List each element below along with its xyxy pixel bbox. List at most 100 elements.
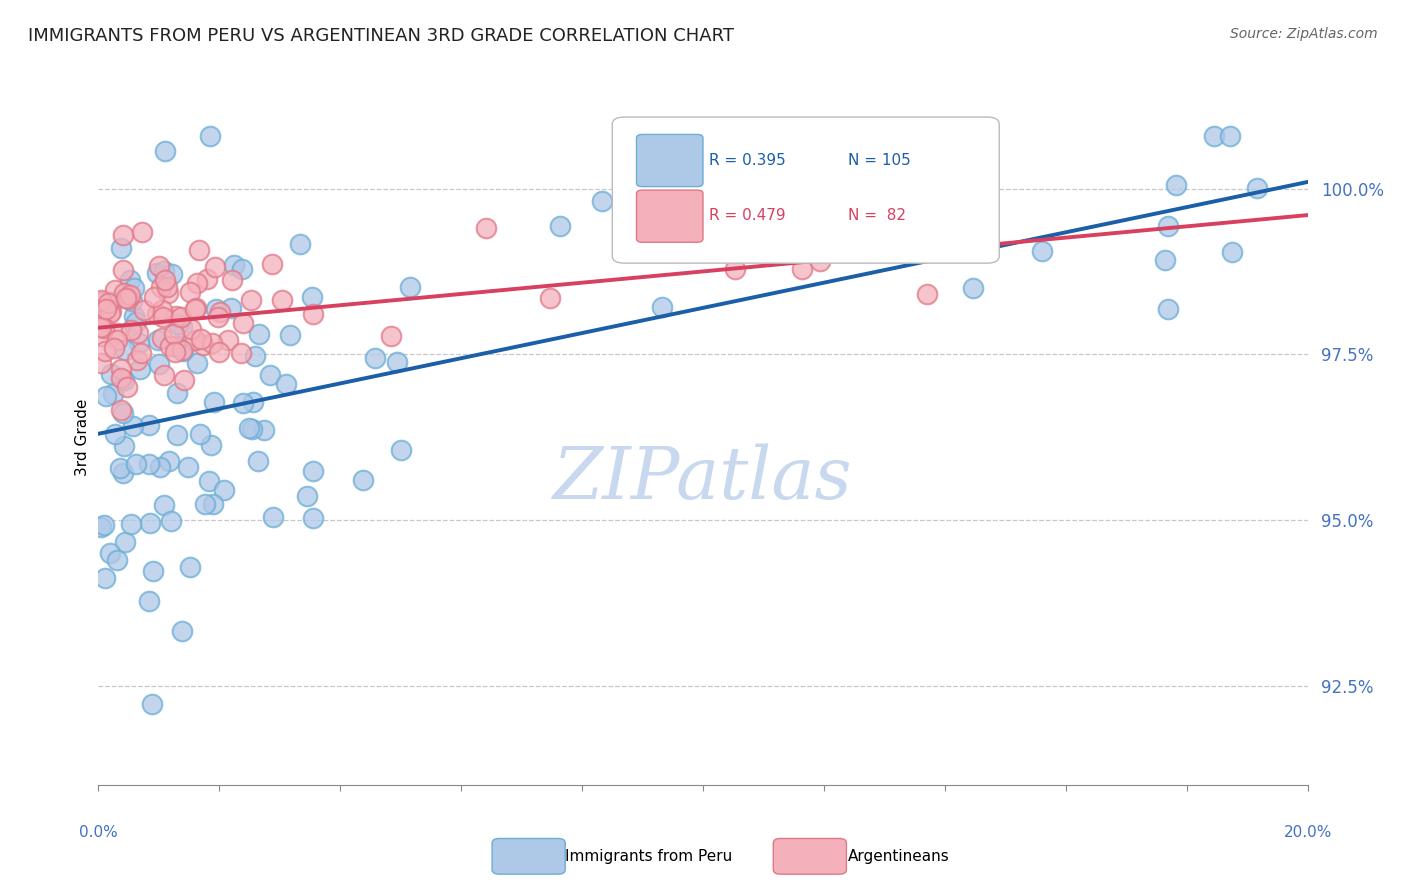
Point (153, 368, 176, 382)
Point (138, 516, 160, 530)
Point (138, 418, 160, 433)
Point (122, 309, 145, 323)
Point (352, 473, 374, 487)
Point (142, 565, 165, 579)
Point (190, 331, 212, 345)
Point (808, 254, 831, 268)
Point (219, 301, 242, 316)
Point (301, 307, 323, 321)
Point (217, 333, 239, 347)
Point (152, 310, 174, 324)
Point (103, 341, 125, 355)
Point (243, 349, 266, 363)
Point (150, 331, 173, 345)
Point (186, 277, 208, 291)
Point (127, 326, 149, 340)
Point (191, 338, 214, 352)
Point (108, 461, 131, 475)
Point (120, 273, 142, 287)
Point (1220, 245, 1243, 260)
Point (93, 517, 115, 532)
Point (1157, 219, 1180, 233)
Point (385, 355, 408, 369)
Point (160, 267, 183, 281)
Point (90, 295, 112, 310)
Point (111, 467, 134, 481)
Point (186, 355, 208, 369)
Point (184, 333, 207, 347)
Point (1154, 252, 1177, 267)
Point (100, 546, 122, 560)
Point (117, 292, 139, 306)
Point (204, 260, 226, 274)
Point (801, 202, 824, 217)
Point (166, 386, 188, 401)
Point (114, 291, 136, 305)
Point (167, 341, 190, 355)
Point (239, 293, 262, 308)
Point (146, 333, 169, 347)
Point (389, 443, 412, 458)
Point (112, 439, 135, 453)
Point (112, 286, 135, 301)
Point (149, 280, 172, 294)
Point (262, 510, 284, 524)
Point (200, 128, 222, 143)
Point (120, 516, 142, 531)
Text: Argentineans: Argentineans (848, 849, 949, 863)
Text: R = 0.479: R = 0.479 (709, 209, 786, 223)
Point (105, 333, 128, 347)
Text: 0.0%: 0.0% (79, 825, 118, 840)
Point (364, 351, 387, 365)
Point (120, 323, 142, 337)
Point (165, 344, 187, 359)
Point (100, 368, 122, 382)
FancyBboxPatch shape (637, 190, 703, 243)
Point (127, 352, 149, 367)
Point (165, 309, 187, 323)
FancyBboxPatch shape (613, 117, 1000, 263)
Point (301, 290, 323, 304)
Point (156, 280, 179, 294)
Text: Immigrants from Peru: Immigrants from Peru (565, 849, 733, 863)
Point (121, 293, 143, 308)
Point (111, 406, 134, 420)
Point (724, 262, 747, 277)
Point (212, 483, 235, 497)
Point (110, 371, 132, 385)
Point (94, 571, 117, 585)
Point (143, 290, 166, 304)
Point (180, 321, 202, 335)
Point (170, 319, 193, 334)
Point (238, 421, 260, 435)
Point (90, 293, 112, 308)
Point (538, 291, 561, 305)
Point (150, 302, 173, 317)
Point (131, 225, 153, 239)
Point (146, 307, 169, 321)
Point (173, 373, 195, 387)
Point (880, 128, 903, 143)
Point (141, 697, 163, 711)
Point (90, 356, 112, 370)
Point (124, 315, 146, 329)
Point (90, 329, 112, 343)
Point (138, 593, 160, 607)
Point (157, 454, 180, 468)
Point (302, 511, 325, 525)
Point (114, 343, 136, 358)
Point (271, 293, 294, 307)
Point (184, 301, 207, 315)
Point (90, 319, 112, 334)
Point (105, 552, 128, 566)
Point (179, 285, 201, 300)
Point (706, 215, 728, 229)
Point (197, 474, 219, 488)
Point (167, 317, 190, 331)
Point (90, 519, 112, 533)
Point (475, 221, 498, 235)
Point (231, 262, 253, 277)
Point (399, 280, 422, 294)
Point (651, 300, 673, 314)
Point (179, 560, 201, 574)
